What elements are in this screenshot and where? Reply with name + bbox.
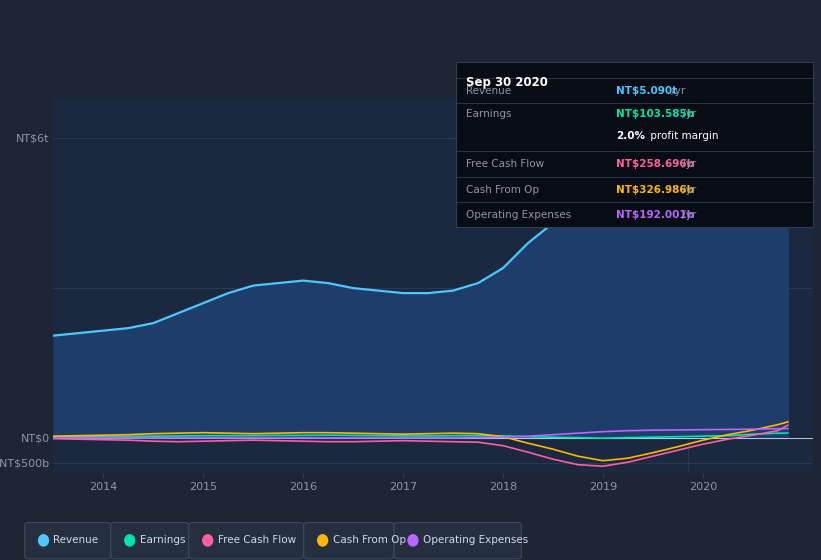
Text: profit margin: profit margin bbox=[647, 131, 718, 141]
Text: /yr: /yr bbox=[679, 159, 696, 169]
Text: Revenue: Revenue bbox=[466, 86, 511, 96]
Text: Cash From Op: Cash From Op bbox=[333, 535, 406, 545]
Text: NT$258.696b: NT$258.696b bbox=[616, 159, 694, 169]
Text: Earnings: Earnings bbox=[466, 109, 511, 119]
Text: NT$6t: NT$6t bbox=[16, 133, 49, 143]
Text: Operating Expenses: Operating Expenses bbox=[466, 210, 571, 220]
Text: /yr: /yr bbox=[679, 210, 696, 220]
Text: NT$5.090t: NT$5.090t bbox=[616, 86, 677, 96]
Text: NT$0: NT$0 bbox=[21, 433, 49, 443]
Text: /yr: /yr bbox=[679, 109, 696, 119]
Text: NT$103.585b: NT$103.585b bbox=[616, 109, 694, 119]
Text: 2.0%: 2.0% bbox=[616, 131, 644, 141]
Text: Revenue: Revenue bbox=[53, 535, 99, 545]
Text: -NT$500b: -NT$500b bbox=[0, 458, 49, 468]
Text: Operating Expenses: Operating Expenses bbox=[423, 535, 528, 545]
Text: NT$326.986b: NT$326.986b bbox=[616, 185, 694, 195]
Text: Free Cash Flow: Free Cash Flow bbox=[218, 535, 296, 545]
Text: Sep 30 2020: Sep 30 2020 bbox=[466, 76, 548, 88]
Text: Cash From Op: Cash From Op bbox=[466, 185, 539, 195]
Text: /yr: /yr bbox=[668, 86, 686, 96]
Text: Earnings: Earnings bbox=[140, 535, 185, 545]
Text: /yr: /yr bbox=[679, 185, 696, 195]
Text: Free Cash Flow: Free Cash Flow bbox=[466, 159, 544, 169]
Text: NT$192.001b: NT$192.001b bbox=[616, 210, 694, 220]
